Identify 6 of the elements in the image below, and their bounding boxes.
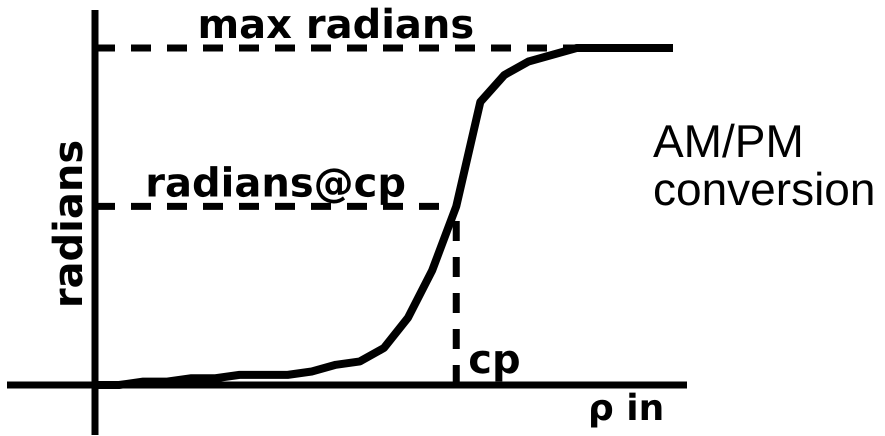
ref-line-label: radians@cp (145, 160, 406, 206)
ref-line-label: max radians (197, 2, 474, 48)
x-axis-title: ρ in (588, 388, 664, 429)
annotation: cp (468, 337, 521, 383)
text: AM/PM conversion (653, 115, 876, 215)
y-axis-title: radians (46, 140, 92, 308)
